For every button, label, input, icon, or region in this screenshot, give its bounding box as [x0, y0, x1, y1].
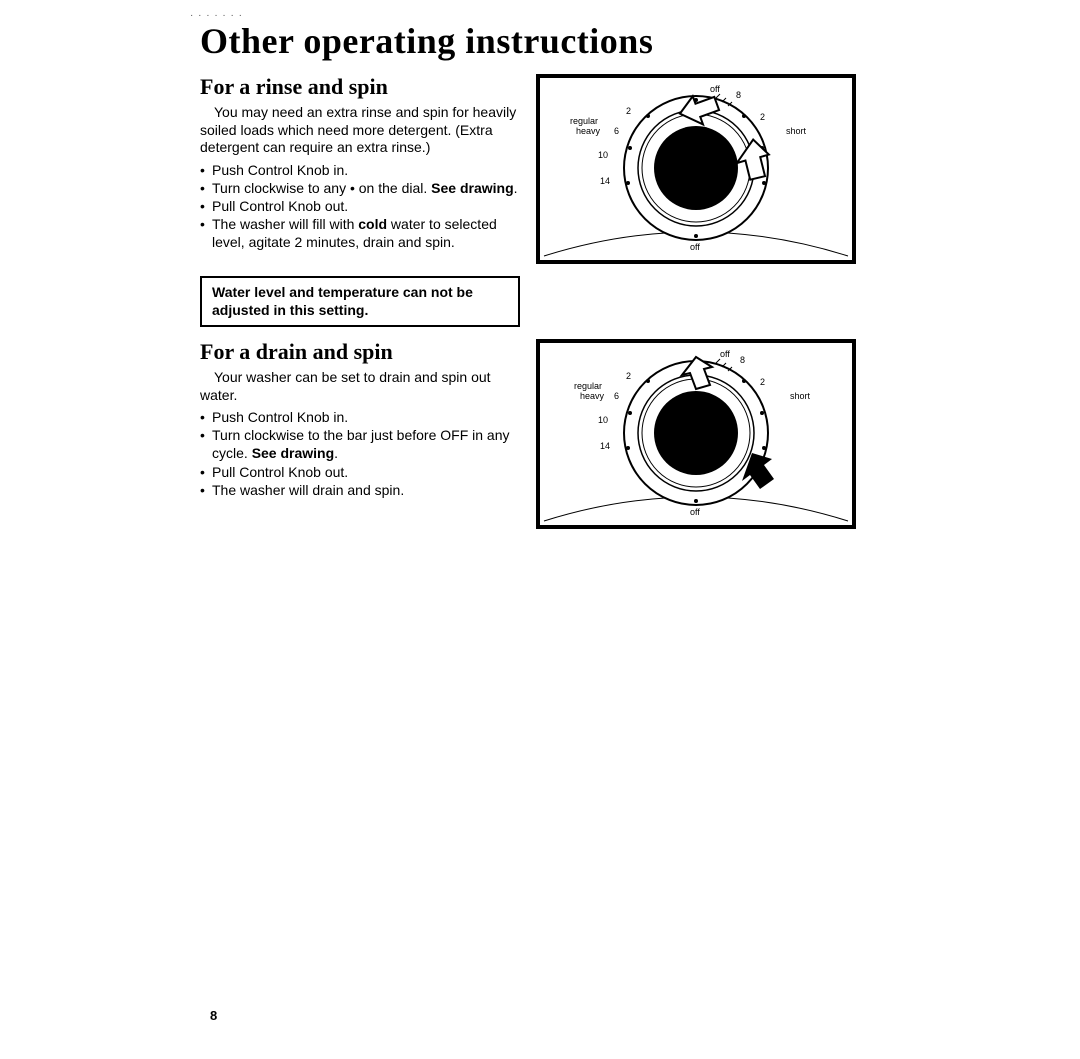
step-item: Pull Control Knob out.: [200, 197, 520, 215]
dial2-n2a: 2: [626, 371, 631, 381]
dial2-off-bottom: off: [690, 507, 700, 517]
dial1-n14: 14: [600, 176, 610, 186]
main-title: Other operating instructions: [200, 20, 980, 62]
scan-artifact: · · · · · · ·: [190, 10, 243, 21]
step-item: Turn clockwise to any • on the dial. See…: [200, 179, 520, 197]
dial2-off-top: off: [720, 349, 730, 359]
dial-diagram-1: off 8 off regular heavy short 2 6 10 14 …: [536, 74, 856, 264]
page-number: 8: [210, 1008, 217, 1023]
step-item: The washer will fill with cold water to …: [200, 215, 520, 251]
section2-text: For a drain and spin Your washer can be …: [200, 339, 520, 499]
dial2-short: short: [790, 391, 810, 401]
dial1-heavy: heavy: [576, 126, 600, 136]
dial2-n14: 14: [600, 441, 610, 451]
step-item: Turn clockwise to the bar just before OF…: [200, 426, 520, 462]
dial-diagram-2: off 8 off regular heavy short 2 6 10 14 …: [536, 339, 856, 529]
dial2-n2b: 2: [760, 377, 765, 387]
dial1-short: short: [786, 126, 806, 136]
page-content: Other operating instructions For a rinse…: [0, 0, 1080, 561]
dial1-n2a: 2: [626, 106, 631, 116]
dial1-n6: 6: [614, 126, 619, 136]
section1-text: For a rinse and spin You may need an ext…: [200, 74, 520, 251]
dial2-n10: 10: [598, 415, 608, 425]
section1-title: For a rinse and spin: [200, 74, 520, 100]
step-item: Push Control Knob in.: [200, 408, 520, 426]
dial2-n8: 8: [740, 355, 745, 365]
dial1-n8: 8: [736, 90, 741, 100]
note-box: Water level and temperature can not be a…: [200, 276, 520, 327]
dial1-off-bottom: off: [690, 242, 700, 252]
section2-title: For a drain and spin: [200, 339, 520, 365]
step-item: Push Control Knob in.: [200, 161, 520, 179]
dial1-off-top: off: [710, 84, 720, 94]
dial1-n2b: 2: [760, 112, 765, 122]
section2-intro: Your washer can be set to drain and spin…: [200, 369, 520, 404]
section2-steps: Push Control Knob in.Turn clockwise to t…: [200, 408, 520, 499]
section-rinse-spin: For a rinse and spin You may need an ext…: [200, 74, 980, 264]
dial2-heavy: heavy: [580, 391, 604, 401]
dial-svg-1: [540, 78, 852, 260]
dial1-n10: 10: [598, 150, 608, 160]
dial-svg-2: [540, 343, 852, 525]
section1-intro: You may need an extra rinse and spin for…: [200, 104, 520, 157]
dial2-regular: regular: [574, 381, 602, 391]
dial2-n6: 6: [614, 391, 619, 401]
step-item: Pull Control Knob out.: [200, 463, 520, 481]
dial1-regular: regular: [570, 116, 598, 126]
step-item: The washer will drain and spin.: [200, 481, 520, 499]
section1-steps: Push Control Knob in.Turn clockwise to a…: [200, 161, 520, 252]
section-drain-spin: For a drain and spin Your washer can be …: [200, 339, 980, 529]
